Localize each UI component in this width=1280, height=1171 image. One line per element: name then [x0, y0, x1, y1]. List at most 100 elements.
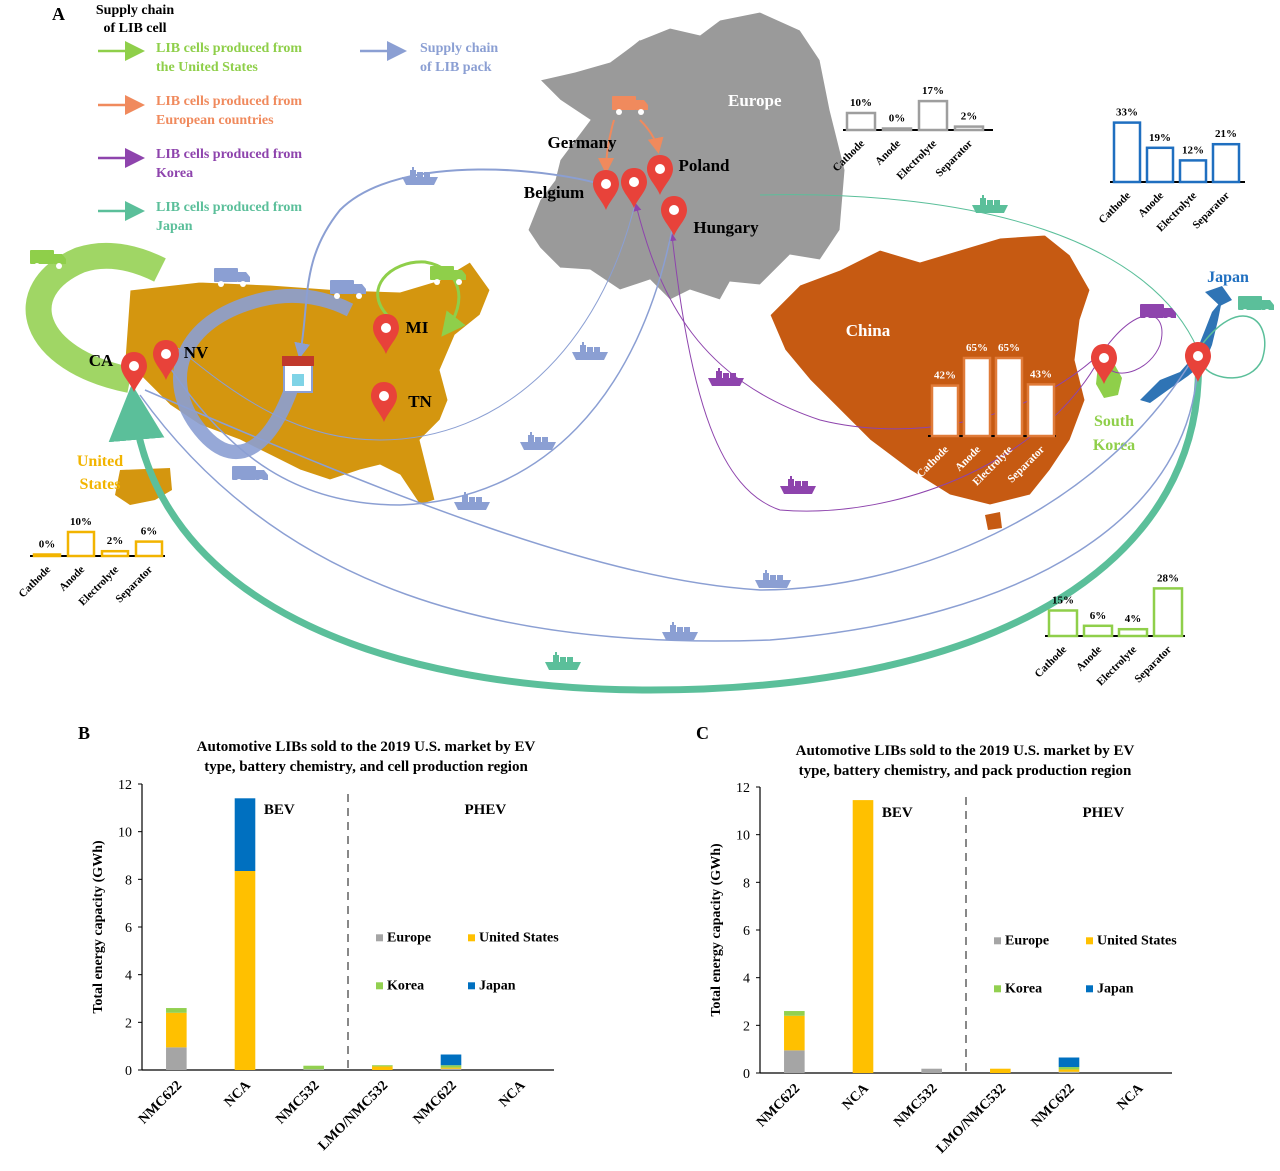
y-tick-label: 0	[743, 1067, 750, 1082]
mini-value-label: 0%	[889, 113, 906, 125]
mini-value-label: 15%	[1052, 595, 1074, 607]
location-hungary: Hungary	[693, 218, 759, 237]
mini-bar	[930, 384, 960, 438]
bar-segment	[440, 1067, 462, 1069]
mini-bar	[1082, 624, 1114, 638]
legend-swatch	[376, 934, 383, 942]
bar-segment	[784, 1015, 805, 1051]
y-tick-label: 0	[125, 1064, 132, 1079]
mini-value-label: 33%	[1116, 107, 1138, 119]
mini-bar	[917, 99, 949, 132]
mini-bar	[1047, 609, 1079, 638]
bar-segment	[440, 1068, 462, 1070]
y-tick-label: 4	[125, 969, 132, 984]
mini-category-label: Separator	[933, 138, 975, 180]
mini-bar	[66, 530, 96, 558]
us-label-2: States	[80, 476, 121, 493]
mini-value-label: 2%	[107, 535, 124, 547]
legend-europe-line2: European countries	[156, 113, 274, 128]
location-poland: Poland	[678, 156, 730, 175]
panel-b-title-line2: type, battery chemistry, and cell produc…	[204, 759, 528, 775]
mini-value-label: 42%	[934, 370, 956, 382]
y-axis-label: Total energy capacity (GWh)	[709, 843, 724, 1017]
legend-swatch	[994, 985, 1001, 993]
mini-value-label: 43%	[1030, 368, 1052, 380]
x-tick-label: NMC622	[136, 1078, 185, 1127]
mini-bar	[953, 125, 985, 132]
korea-label-1: South	[1094, 413, 1134, 430]
mini-bar	[1117, 627, 1149, 638]
hokkaido-map	[1205, 286, 1232, 306]
mini-chart-united_states: 0%Cathode10%Anode2%Electrolyte6%Separato…	[17, 516, 165, 608]
mini-category-label: Cathode	[17, 564, 54, 601]
x-tick-label: NCA	[840, 1081, 873, 1114]
chart-b: 0 2 4 6 8 10 12 Total energy capacity (GWh) NMC6…	[91, 778, 559, 1154]
mini-value-label: 65%	[998, 342, 1020, 354]
x-tick-label: NCA	[1114, 1081, 1147, 1114]
mini-bar	[32, 553, 62, 558]
mini-category-label: Anode	[1074, 644, 1104, 674]
mini-bar	[1145, 146, 1175, 184]
y-tick-label: 10	[118, 826, 132, 841]
y-tick-label: 10	[736, 829, 750, 844]
bar-segment	[440, 1065, 462, 1068]
y-tick-label: 12	[118, 778, 132, 793]
x-tick-label: NMC622	[411, 1078, 460, 1127]
group-label: BEV	[882, 805, 913, 821]
x-tick-label: NCA	[496, 1078, 529, 1111]
legend-title-line1: Supply chain	[96, 3, 174, 18]
mini-bar	[1152, 587, 1184, 638]
bar-segment	[166, 1012, 187, 1048]
x-tick-label: NMC532	[891, 1081, 940, 1130]
legend-korea-line1: LIB cells produced from	[156, 147, 302, 162]
mini-bar	[1211, 142, 1241, 184]
legend-title-line2: of LIB cell	[104, 21, 167, 36]
legend-swatch	[468, 934, 475, 942]
china-label: China	[846, 321, 891, 340]
bar-segment	[303, 1065, 324, 1070]
bar-segment	[1058, 1067, 1080, 1070]
legend-label: Korea	[1005, 981, 1042, 996]
x-tick-label: NMC532	[273, 1078, 322, 1127]
y-tick-label: 6	[125, 921, 132, 936]
location-nv: NV	[184, 343, 209, 362]
group-label: PHEV	[1082, 805, 1124, 821]
bar-segment	[303, 1069, 324, 1070]
hainan-map	[985, 512, 1002, 530]
bar-segment	[852, 800, 874, 1073]
legend-pack-line2: of LIB pack	[420, 60, 492, 75]
location-belgium: Belgium	[524, 183, 584, 202]
legend-japan-line2: Japan	[156, 219, 193, 234]
panel-b-label: B	[78, 723, 90, 743]
mini-bar	[134, 540, 164, 558]
mini-bar	[1112, 121, 1142, 184]
mini-category-label: Cathode	[1097, 190, 1134, 227]
legend-us-line1: LIB cells produced from	[156, 41, 302, 56]
legend-label: Europe	[1005, 933, 1049, 948]
x-tick-label: NCA	[222, 1078, 255, 1111]
legend-label: Japan	[479, 978, 516, 993]
mini-value-label: 21%	[1215, 128, 1237, 140]
location-tn: TN	[408, 392, 432, 411]
legend-swatch	[468, 982, 475, 990]
mini-chart-japan: 33%Cathode19%Anode12%Electrolyte21%Separ…	[1097, 107, 1245, 234]
mini-bar	[1026, 383, 1056, 438]
panel-c-title-line1: Automotive LIBs sold to the 2019 U.S. ma…	[796, 743, 1135, 759]
legend-swatch	[1086, 985, 1093, 993]
mini-chart-europe: 10%Cathode0%Anode17%Electrolyte2%Separat…	[831, 85, 993, 182]
bar-segment	[784, 1011, 805, 1016]
panel-b-title-line1: Automotive LIBs sold to the 2019 U.S. ma…	[197, 739, 536, 755]
supply-chain-legend: Supply chain of LIB cell LIB cells produ…	[96, 3, 499, 234]
mini-bar	[962, 356, 992, 438]
bar-segment	[234, 798, 256, 871]
x-tick-label: LMO/NMC532	[316, 1078, 391, 1153]
mini-category-label: Cathode	[1033, 644, 1070, 681]
scandinavia-map	[600, 40, 650, 110]
mini-value-label: 17%	[922, 85, 944, 97]
bar-segment	[784, 1050, 805, 1073]
bar-segment	[372, 1066, 393, 1070]
mini-bar	[845, 111, 877, 132]
bar-segment	[440, 1054, 462, 1066]
legend-swatch	[1086, 937, 1093, 945]
legend-label: United States	[479, 930, 559, 945]
